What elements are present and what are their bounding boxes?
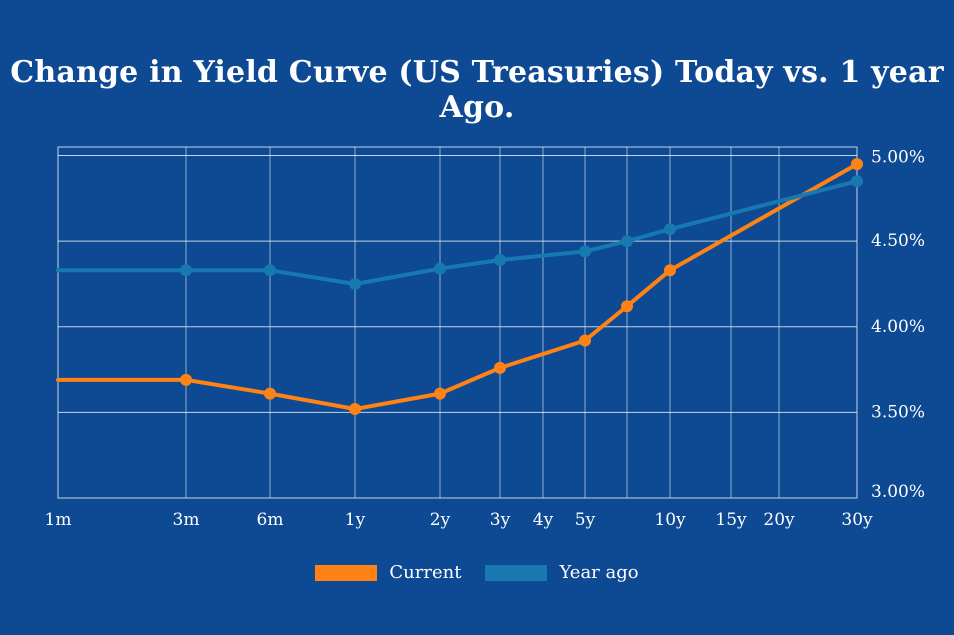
- legend-label-year-ago: Year ago: [559, 562, 639, 583]
- data-point-year-ago-6m: [264, 264, 276, 277]
- x-tick-label-1m: 1m: [45, 510, 72, 530]
- legend-swatch-year-ago: [485, 564, 548, 581]
- data-point-current-7y: [621, 300, 633, 313]
- data-point-current-5y: [579, 334, 591, 347]
- data-point-year-ago-3m: [180, 264, 192, 277]
- y-tick-label-3.00pct: 3.00%: [871, 482, 925, 502]
- x-tick-label-20y: 20y: [763, 510, 795, 530]
- data-point-year-ago-3y: [494, 254, 506, 266]
- x-tick-label-3y: 3y: [490, 510, 511, 530]
- x-tick-label-10y: 10y: [654, 510, 686, 530]
- data-point-year-ago-7y: [621, 235, 633, 248]
- legend-label-current: Current: [389, 562, 462, 583]
- plot-frame: [57, 146, 858, 499]
- data-point-current-10y: [664, 264, 676, 277]
- x-tick-label-1y: 1y: [345, 510, 366, 530]
- series-line-year-ago: [56, 179, 859, 286]
- x-tick-label-5y: 5y: [575, 510, 596, 530]
- data-point-year-ago-30y: [851, 175, 863, 188]
- x-tick-label-4y: 4y: [533, 510, 554, 530]
- legend-swatch-current: [315, 564, 378, 581]
- data-point-year-ago-2y: [434, 262, 446, 275]
- x-tick-label-6m: 6m: [257, 510, 284, 530]
- y-tick-label-4.50pct: 4.50%: [871, 231, 925, 251]
- x-tick-label-3m: 3m: [173, 510, 200, 530]
- data-point-year-ago-1y: [349, 278, 361, 290]
- data-point-current-3y: [494, 361, 506, 374]
- legend-item-year-ago: Year ago: [485, 562, 639, 583]
- y-tick-label-3.50pct: 3.50%: [871, 402, 925, 422]
- y-tick-label-5.00pct: 5.00%: [871, 148, 925, 168]
- x-tick-label-2y: 2y: [430, 510, 451, 530]
- data-point-year-ago-10y: [664, 223, 676, 236]
- x-tick-label-30y: 30y: [841, 510, 873, 530]
- chart-title: Change in Yield Curve (US Treasuries) To…: [10, 55, 944, 125]
- x-tick-label-15y: 15y: [715, 510, 747, 530]
- series-line-current: [56, 162, 859, 411]
- data-point-current-1y: [349, 403, 361, 415]
- chart-legend: Current Year ago: [0, 562, 954, 583]
- data-point-current-30y: [851, 158, 863, 171]
- y-tick-label-4.00pct: 4.00%: [871, 317, 925, 337]
- legend-item-current: Current: [315, 562, 461, 583]
- data-point-current-3m: [180, 373, 192, 386]
- data-point-current-6m: [264, 387, 276, 400]
- data-point-year-ago-5y: [579, 245, 591, 258]
- data-point-current-2y: [434, 387, 446, 400]
